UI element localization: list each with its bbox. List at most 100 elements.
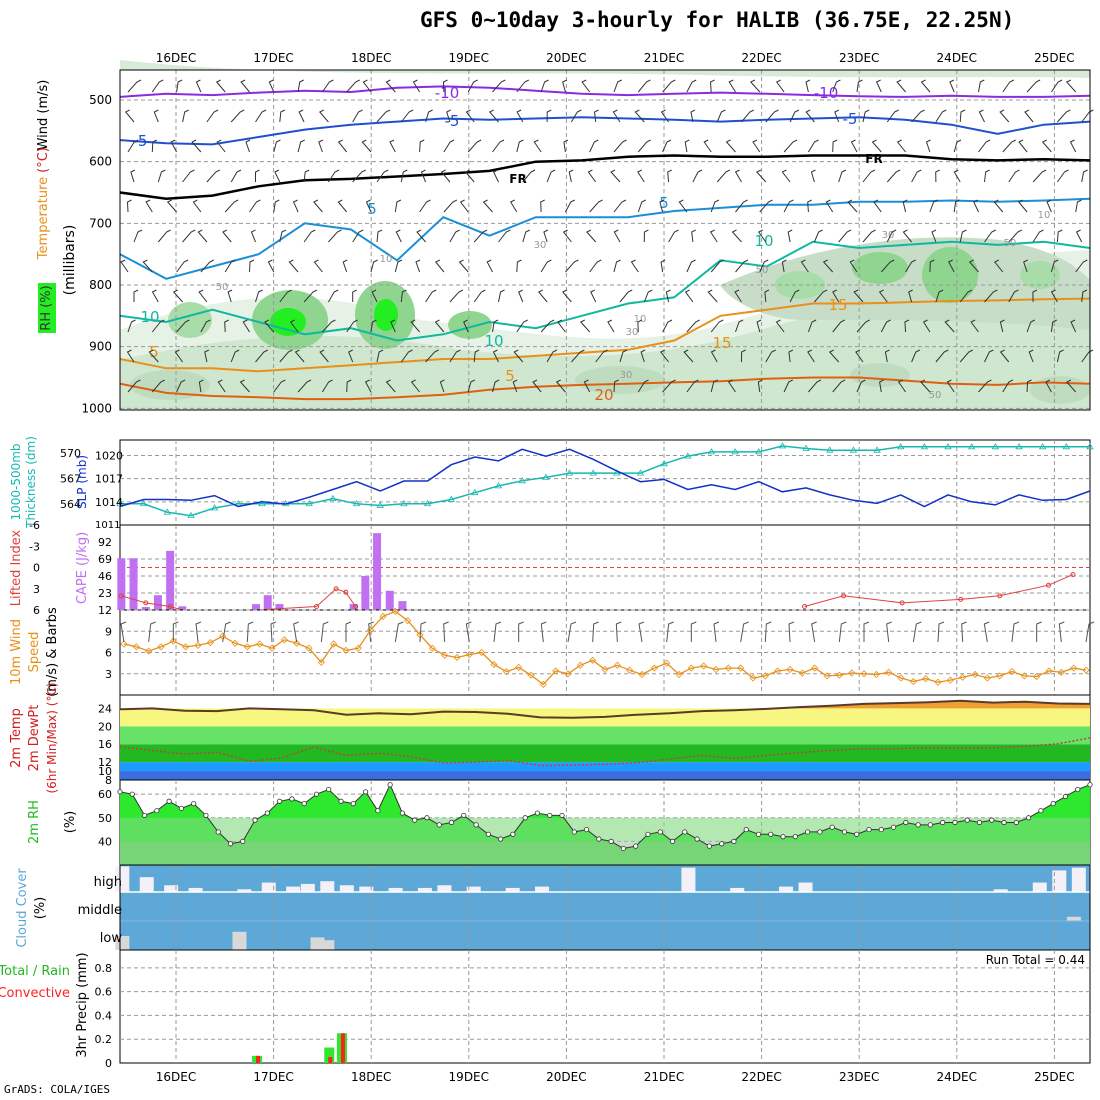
wind-barb-mark	[775, 79, 785, 93]
contour-label: 10	[1038, 210, 1051, 221]
wind-barb-mark	[126, 199, 132, 213]
wind-barb-mark	[130, 169, 136, 183]
wind-barb-mark	[822, 259, 834, 273]
wind-barb-mark	[327, 169, 340, 183]
wind-barb-mark	[242, 319, 250, 333]
wind-barb-mark	[814, 289, 828, 303]
wind-barb-mark	[775, 319, 785, 333]
slp-line	[119, 448, 1091, 508]
precip-total-bar	[324, 1047, 335, 1063]
wind-barb-mark	[925, 139, 931, 153]
wind-speed-point	[996, 672, 1004, 680]
wind-barb-mark	[978, 379, 992, 393]
wind-barb-mark	[944, 319, 955, 333]
wind-barb-mark	[255, 169, 260, 182]
wind-barb-mark	[1023, 259, 1028, 273]
thickness-slp-panel	[119, 439, 1091, 526]
wind-speed-point	[157, 643, 165, 651]
wind-speed-point	[959, 673, 967, 681]
wind-barb-mark	[419, 139, 425, 153]
label-lifted-index: Lifted Index	[9, 529, 24, 606]
wind-barb-mark	[532, 379, 542, 393]
wind-barb-mark	[176, 259, 189, 273]
wind-barb-mark	[400, 289, 407, 303]
wind-barb-mark	[493, 621, 502, 643]
wind-barb-mark	[759, 199, 773, 213]
wind-barb-mark	[227, 289, 233, 303]
temp-tick-label: 24	[98, 702, 112, 715]
wind-barb-mark	[959, 109, 966, 123]
wind-barb-mark	[342, 259, 348, 273]
date-label-bottom: 25DEC	[1034, 1070, 1074, 1084]
cloud-bar-high	[188, 887, 203, 892]
rh-point	[706, 843, 712, 849]
wind-barb-mark	[788, 349, 794, 363]
wind-barb-mark	[245, 139, 251, 153]
wind-barb-mark	[589, 139, 599, 153]
wind-barb-mark	[735, 199, 748, 213]
wind-speed-point	[354, 644, 362, 652]
wind-barb-mark	[204, 349, 210, 363]
contour-label: 30	[534, 240, 547, 251]
wind-tick-label: 6	[105, 647, 112, 660]
wind-barb-mark	[249, 259, 255, 273]
wind-barb-mark	[911, 169, 922, 183]
wind-barb-mark	[825, 199, 834, 213]
wind-barb-mark	[1066, 379, 1077, 393]
slp-tick-label: 1011	[95, 520, 120, 531]
wind-barb-mark	[279, 109, 286, 123]
temp-tick-label: 20	[98, 720, 112, 733]
wind-barb-mark	[759, 259, 769, 273]
rh-point	[768, 831, 774, 837]
wind-barb-mark	[911, 349, 921, 363]
wind-barb-mark	[1024, 109, 1034, 123]
wind-barb-mark	[215, 79, 226, 93]
wind-speed-point	[145, 647, 153, 655]
pressure-tick-label: 1000	[81, 401, 112, 415]
wind-barb-mark	[518, 621, 524, 642]
wind-barb-mark	[157, 229, 171, 243]
wind-speed-point	[120, 640, 128, 648]
wind-barb-mark	[458, 259, 469, 273]
contour-label: 20	[594, 386, 613, 404]
wind-barb-mark	[565, 259, 579, 273]
wind-speed-point	[909, 677, 917, 686]
wind-barb-mark	[707, 289, 718, 303]
wind-barb-mark	[993, 199, 1004, 213]
wind-barb-mark	[195, 621, 202, 643]
wind-barb-mark	[713, 621, 720, 643]
rh-point	[227, 841, 234, 847]
wind-barb-mark	[902, 199, 908, 213]
date-label-top: 16DEC	[156, 51, 196, 65]
wind-barb-mark	[206, 169, 221, 183]
rh-point	[461, 812, 467, 819]
rh-point	[682, 829, 688, 835]
wind-barb-mark	[937, 621, 945, 643]
rh-point	[804, 829, 811, 835]
wind-barb-mark	[1008, 289, 1019, 303]
cloud-bar-high	[139, 877, 154, 892]
wind-barb-mark	[590, 289, 597, 303]
li-point	[333, 586, 339, 592]
precip-tick-label: 0.2	[95, 1033, 113, 1046]
rh-point	[534, 810, 541, 816]
wind-barb-mark	[783, 139, 798, 153]
wind-barb-mark	[516, 79, 530, 93]
wind-barb-mark	[176, 379, 186, 393]
wind-barb-mark	[222, 229, 232, 243]
wind-barb-mark	[555, 379, 566, 393]
wind-barb-mark	[999, 109, 1010, 123]
wind-barb-mark	[425, 349, 439, 363]
wind-barb-mark	[593, 109, 599, 123]
rh-point	[854, 831, 860, 837]
wind-speed-point	[293, 639, 301, 647]
wind-barb-mark	[805, 109, 815, 123]
wind-barb-mark	[279, 229, 287, 243]
cloud-bar-high	[1052, 870, 1067, 892]
wind-barb-mark	[660, 259, 666, 273]
cloud-bar-high	[388, 887, 403, 892]
rh-point	[191, 801, 197, 807]
wind-barb-mark	[886, 109, 899, 123]
wind-barb-mark	[1081, 109, 1094, 123]
cape-bar	[141, 607, 150, 610]
